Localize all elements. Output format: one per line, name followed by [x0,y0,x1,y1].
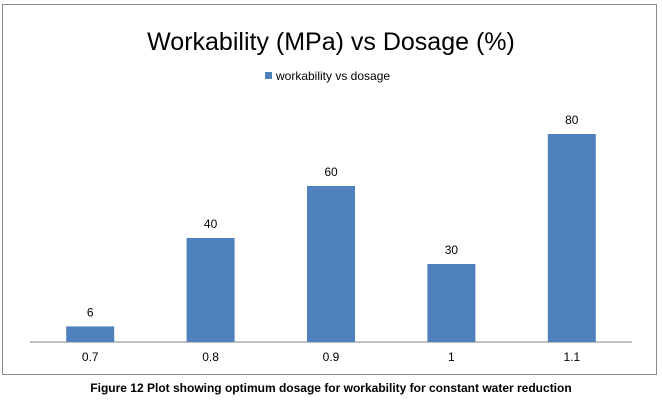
data-labels-group: 6 40 60 30 80 [87,113,579,319]
data-label: 30 [445,243,459,257]
bar [186,238,235,342]
data-label: 60 [324,165,338,179]
data-label: 40 [204,217,218,231]
bar [307,186,355,342]
x-tick-label: 0.9 [323,350,340,364]
bar [66,326,115,342]
data-label: 6 [87,305,94,319]
x-tick-label: 1 [448,350,455,364]
x-tick-labels-group: 0.7 0.8 0.9 1 1.1 [82,350,581,364]
x-tick-label: 0.7 [82,350,99,364]
data-label: 80 [565,113,579,127]
bars-group [66,134,596,342]
legend-swatch [265,72,272,79]
legend: workability vs dosage [265,69,390,83]
x-tick-label: 0.8 [202,350,219,364]
bar [547,134,596,342]
figure-caption: Figure 12 Plot showing optimum dosage fo… [90,381,572,395]
legend-label: workability vs dosage [275,69,390,83]
chart-title: Workability (MPa) vs Dosage (%) [147,28,515,56]
bar-chart: Workability (MPa) vs Dosage (%) workabil… [30,28,632,364]
x-tick-label: 1.1 [563,350,580,364]
bar [427,264,476,342]
